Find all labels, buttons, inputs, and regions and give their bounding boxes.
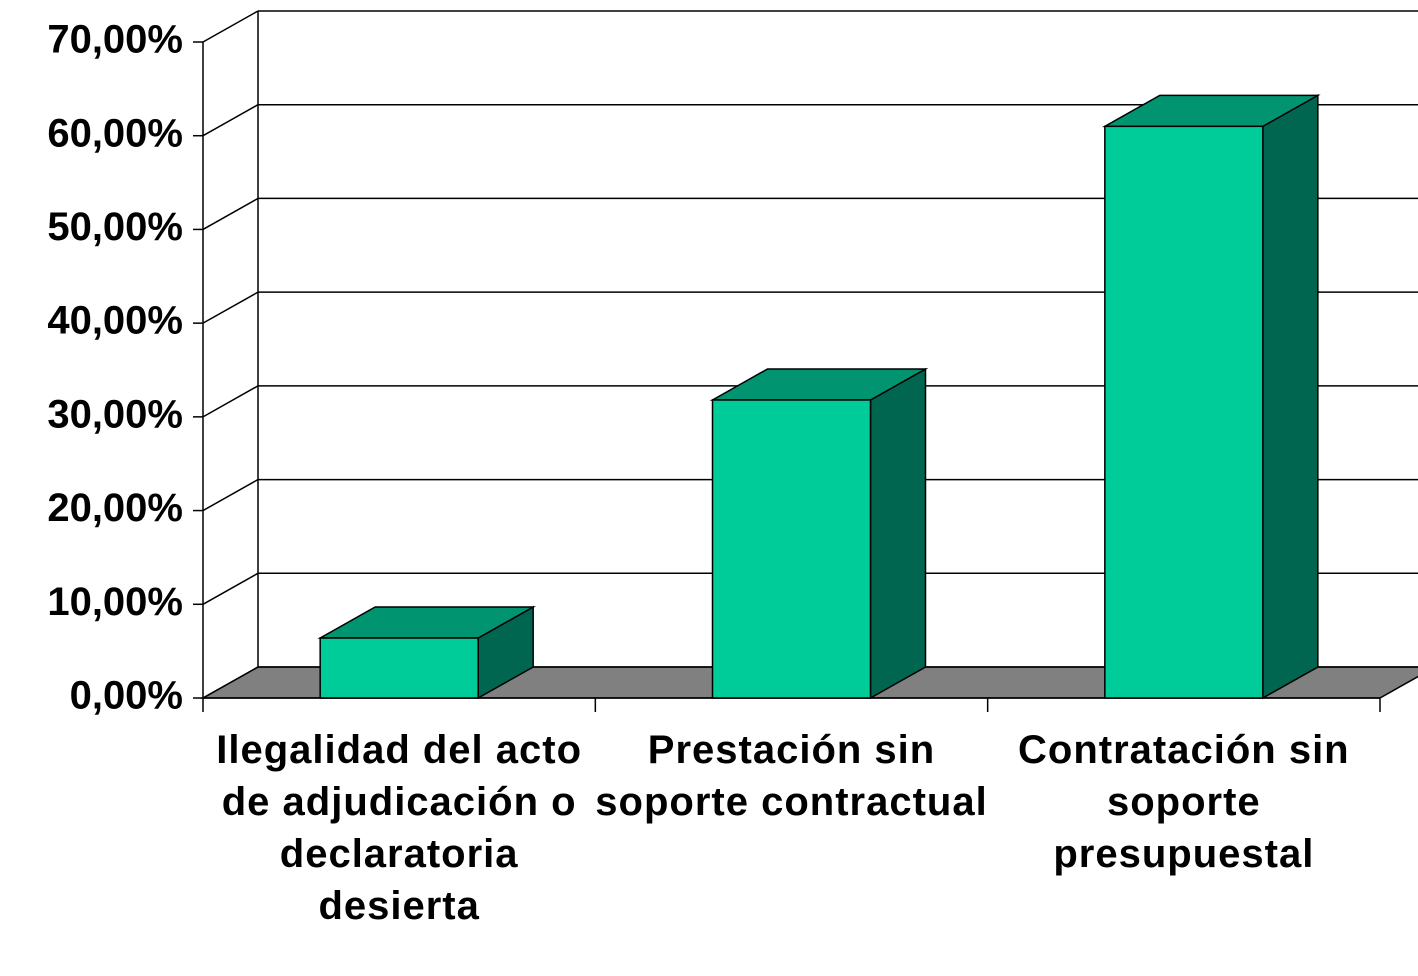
grid-line-side xyxy=(202,572,259,605)
grid-line-side xyxy=(202,104,259,137)
grid-line-side xyxy=(202,666,259,699)
x-tick-label-box: Prestación sin soporte contractual xyxy=(595,728,988,824)
bar-side xyxy=(1262,94,1319,700)
y-tick-label: 0,00% xyxy=(70,674,183,718)
y-tick-label: 60,00% xyxy=(47,111,183,155)
grid-line-side xyxy=(202,478,259,512)
bar xyxy=(711,399,872,699)
x-tick-label-box: Ilegalidad del acto de adjudicación o de… xyxy=(216,728,583,928)
x-tick-label: Prestación sin soporte contractual xyxy=(595,728,988,824)
y-tick-label: 20,00% xyxy=(47,486,183,530)
y-tick-label: 40,00% xyxy=(47,299,183,343)
grid-line-side xyxy=(202,10,259,43)
bar xyxy=(1104,125,1264,699)
y-tick-label: 70,00% xyxy=(47,18,183,62)
x-tick-label: Contratación sin soporte presupuestal xyxy=(1018,728,1350,876)
grid-line-side xyxy=(202,291,259,324)
y-tick-label: 50,00% xyxy=(47,205,183,249)
bar-side xyxy=(869,367,927,700)
y-tick-label: 30,00% xyxy=(47,392,183,436)
grid-line-side xyxy=(202,385,259,418)
x-tick-label: Ilegalidad del acto de adjudicación o de… xyxy=(216,728,583,928)
x-tick-label-box: Contratación sin soporte presupuestal xyxy=(1018,728,1350,876)
bar xyxy=(319,637,479,699)
y-tick-label: 10,00% xyxy=(47,580,183,624)
grid-line-side xyxy=(202,197,259,231)
